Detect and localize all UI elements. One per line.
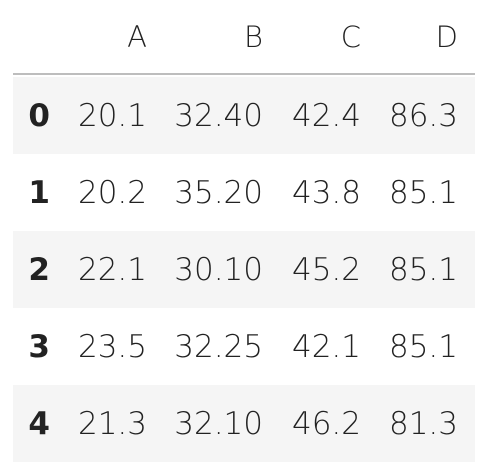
table-cell: 85.1	[388, 174, 458, 211]
column-header: B	[244, 19, 263, 54]
table-cell: 32.25	[174, 328, 263, 365]
table-cell: 30.10	[174, 251, 263, 288]
table-cell: 43.8	[291, 174, 361, 211]
table-cell: 20.2	[77, 174, 147, 211]
row-index: 3	[28, 328, 50, 365]
table-row: 1 20.2 35.20 43.8 85.1	[13, 154, 475, 231]
header-row: A B C D	[13, 0, 475, 73]
table-cell: 35.20	[174, 174, 263, 211]
column-header: D	[435, 19, 458, 54]
table-cell: 81.3	[388, 405, 458, 442]
row-index: 2	[28, 251, 50, 288]
table-cell: 46.2	[291, 405, 361, 442]
table-cell: 45.2	[291, 251, 361, 288]
column-header: C	[340, 19, 361, 54]
table-cell: 23.5	[77, 328, 147, 365]
table-cell: 22.1	[77, 251, 147, 288]
table-cell: 86.3	[388, 97, 458, 134]
row-index: 0	[28, 97, 50, 134]
header-rule	[13, 73, 475, 75]
row-index: 4	[28, 405, 50, 442]
table-cell: 32.40	[174, 97, 263, 134]
table-cell: 42.4	[291, 97, 361, 134]
table-row: 4 21.3 32.10 46.2 81.3	[13, 385, 475, 462]
table-cell: 42.1	[291, 328, 361, 365]
table-cell: 85.1	[388, 328, 458, 365]
table-row: 3 23.5 32.25 42.1 85.1	[13, 308, 475, 385]
table-cell: 32.10	[174, 405, 263, 442]
row-index: 1	[28, 174, 50, 211]
table-row: 2 22.1 30.10 45.2 85.1	[13, 231, 475, 308]
table-cell: 20.1	[77, 97, 147, 134]
table-cell: 21.3	[77, 405, 147, 442]
table-cell: 85.1	[388, 251, 458, 288]
column-header: A	[127, 19, 147, 54]
table-row: 0 20.1 32.40 42.4 86.3	[13, 77, 475, 154]
